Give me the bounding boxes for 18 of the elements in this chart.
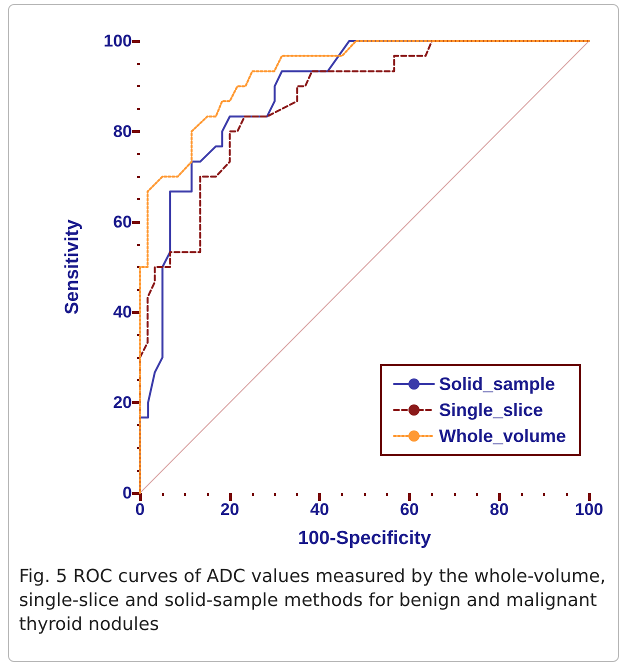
- y-tick-label: 0: [122, 484, 132, 502]
- caption: Fig. 5 ROC curves of ADC values measured by the whole-volume, single-slice and solid-sample methods for benign and malignant thyroid nodules: [19, 565, 607, 637]
- y-tick-label: 40: [113, 302, 132, 322]
- legend-label: Single_slice: [438, 400, 544, 420]
- legend-label: Solid_sample: [438, 374, 556, 394]
- legend-label: Whole_volume: [438, 426, 566, 446]
- y-tick-label: 20: [113, 393, 132, 412]
- x-tick-label: 80: [490, 500, 509, 519]
- y-tick-label: 60: [113, 212, 132, 232]
- x-axis-title: 100-Specificity: [298, 528, 432, 549]
- y-tick-label: 80: [113, 122, 132, 141]
- x-tick-label: 60: [400, 500, 419, 519]
- x-tick-label: 0: [135, 500, 145, 519]
- y-axis-title: Sensitivity: [62, 219, 83, 315]
- x-tick-label: 40: [310, 500, 330, 519]
- x-tick-label: 100: [574, 500, 604, 519]
- y-tick-label: 100: [104, 32, 132, 50]
- x-tick-label: 20: [220, 500, 240, 519]
